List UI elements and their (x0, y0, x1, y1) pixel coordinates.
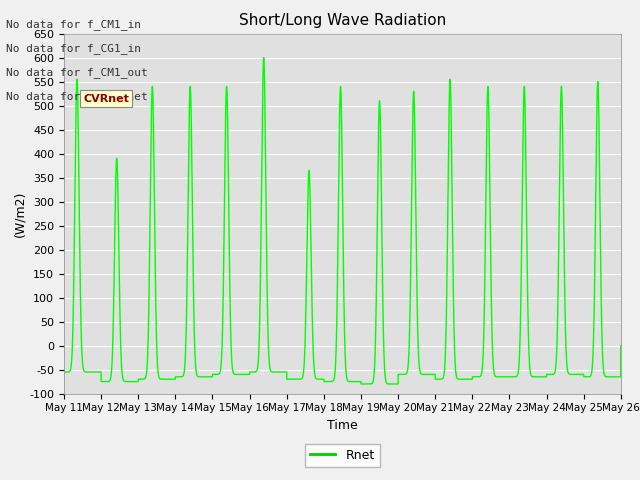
Text: No data for f_CM1_in: No data for f_CM1_in (6, 19, 141, 30)
Text: No data for f_CG1_in: No data for f_CG1_in (6, 43, 141, 54)
Text: No data for f_LCVRnet: No data for f_LCVRnet (6, 91, 148, 102)
Text: CVRnet: CVRnet (83, 94, 129, 104)
Y-axis label: (W/m2): (W/m2) (13, 191, 26, 237)
Legend: Rnet: Rnet (305, 444, 380, 467)
Text: No data for f_CM1_out: No data for f_CM1_out (6, 67, 148, 78)
X-axis label: Time: Time (327, 419, 358, 432)
Title: Short/Long Wave Radiation: Short/Long Wave Radiation (239, 13, 446, 28)
